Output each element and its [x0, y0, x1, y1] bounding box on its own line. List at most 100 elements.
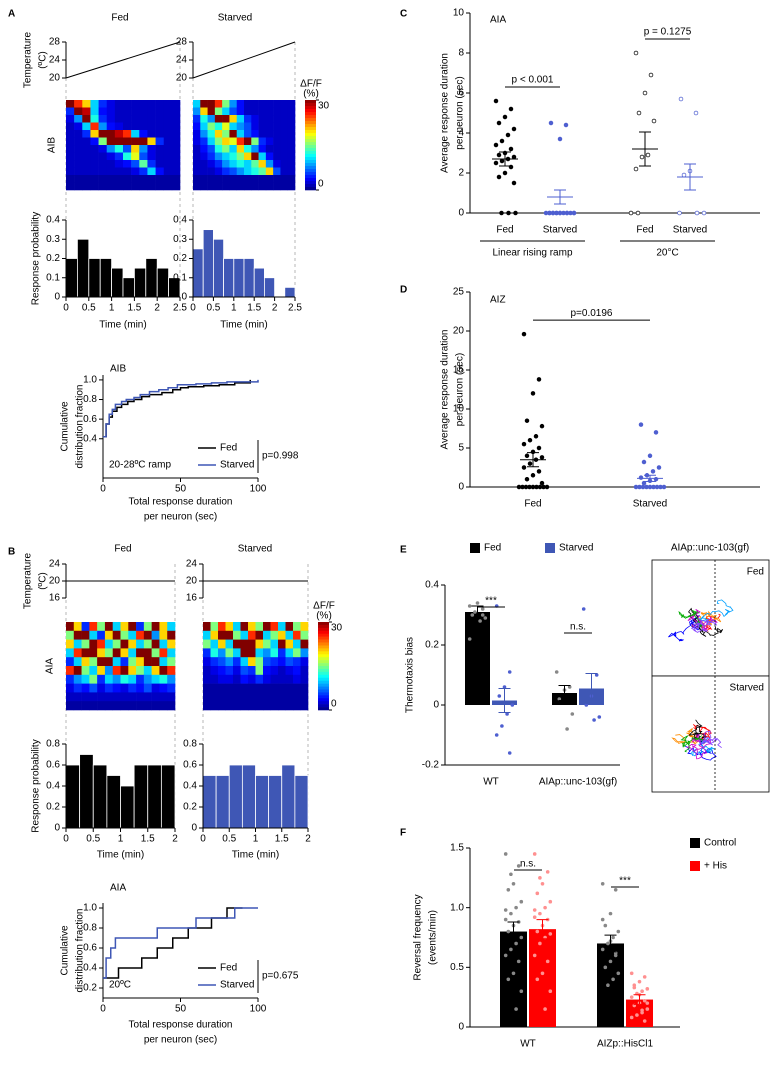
data-point [496, 120, 502, 126]
heatmap-cell [293, 674, 301, 684]
heatmap-cell [139, 145, 148, 153]
data-point [539, 455, 545, 460]
heatmap-cell [139, 182, 148, 191]
heatmap-cell [258, 137, 267, 146]
data-point [493, 142, 499, 148]
y-axis-label: Cumulative [60, 401, 71, 451]
heatmap-cell [293, 657, 301, 667]
heatmap-cell [200, 107, 208, 116]
y-tick-label: 0 [433, 700, 439, 711]
heatmap-cell [155, 160, 165, 168]
data-point [616, 929, 621, 934]
heatmap-cell [98, 122, 108, 131]
heatmap-cell [97, 666, 106, 676]
heatmap-cell [82, 160, 91, 168]
histogram-bar [145, 258, 158, 298]
heatmap-cell [210, 683, 219, 693]
histogram-bar [160, 764, 176, 829]
heatmap-cell [265, 160, 274, 168]
data-point [638, 475, 644, 480]
data-point [499, 158, 505, 164]
error-bar [536, 919, 549, 940]
heatmap-cell [287, 182, 296, 191]
heatmap-cell [89, 639, 98, 649]
colorbar-segment [318, 645, 329, 649]
heatmap-cell [225, 657, 234, 667]
heatmap-cell [98, 100, 108, 108]
y-tick-label: 0.4 [83, 963, 97, 974]
heatmap-cell [193, 100, 201, 108]
x-tick-label: 1.5 [127, 303, 141, 314]
heatmap-cell [97, 674, 106, 684]
heatmap-cell [200, 160, 208, 168]
data-point [608, 959, 613, 964]
heatmap-cell [89, 622, 98, 632]
heatmap-cell [136, 701, 145, 711]
histogram-bar [122, 277, 135, 298]
heatmap-cell [287, 152, 296, 161]
data-point [511, 882, 516, 886]
histogram-bar [120, 785, 135, 829]
heatmap-cell [240, 657, 249, 667]
heatmap-cell [293, 630, 301, 640]
data-point [539, 423, 545, 429]
worm-track [690, 613, 721, 632]
heatmap-cell [278, 683, 286, 693]
data-point [557, 697, 562, 701]
heatmap-cell [82, 100, 91, 108]
y-tick-label: 25 [453, 287, 465, 298]
heatmap-cell [120, 666, 129, 676]
temperature-line [192, 41, 296, 79]
sem-bar [499, 151, 511, 167]
data-point [521, 465, 527, 470]
heatmap-cell [131, 122, 140, 131]
heatmap-cell [159, 657, 168, 667]
heatmap-cell [131, 145, 140, 153]
heatmap-cell [136, 648, 145, 658]
heatmap-cell [82, 175, 91, 183]
heatmap-cell [159, 692, 168, 702]
heatmap-cell [285, 674, 294, 684]
heatmap-cell [74, 137, 83, 146]
heatmap-cell [210, 666, 219, 676]
heatmap-cell [171, 100, 181, 108]
heatmap-cell [258, 100, 267, 108]
heatmap-cell [229, 145, 238, 153]
data-point [645, 1007, 650, 1011]
heatmap-cell [236, 167, 245, 176]
colorbar-segment [305, 142, 316, 146]
data-point [548, 120, 554, 126]
comparison-label: p=0.0196 [571, 308, 613, 319]
data-point [503, 852, 508, 856]
colorbar-segment [305, 139, 316, 143]
colorbar-segment [318, 671, 329, 676]
heatmap-cell [287, 130, 296, 138]
heatmap-cell [293, 701, 301, 711]
colorbar-segment [305, 112, 316, 116]
y-tick-label: 0.3 [46, 234, 60, 245]
heatmap-cell [66, 692, 75, 702]
worm-track [680, 735, 704, 753]
panel-letter: E [400, 545, 407, 556]
heatmap-cell [112, 657, 121, 667]
heatmap-cell [236, 175, 245, 183]
heatmap-cell [248, 639, 256, 649]
heatmap-cell [66, 666, 75, 676]
data-point [538, 941, 542, 946]
heatmap-cell [114, 145, 124, 153]
heatmap-cell [171, 175, 181, 183]
heatmap-cell [263, 648, 271, 658]
data-point [499, 138, 505, 144]
worm-track [697, 610, 722, 628]
heatmap-cell [214, 137, 223, 146]
y-tick-label: 15 [453, 365, 465, 376]
bar [529, 929, 556, 1027]
data-point [681, 172, 687, 178]
data-point [563, 122, 569, 128]
y-tick-label: 0.2 [425, 640, 439, 651]
histogram-bar [65, 764, 81, 829]
heatmap-cell [203, 630, 211, 640]
y-tick-label: 0.4 [83, 433, 97, 444]
